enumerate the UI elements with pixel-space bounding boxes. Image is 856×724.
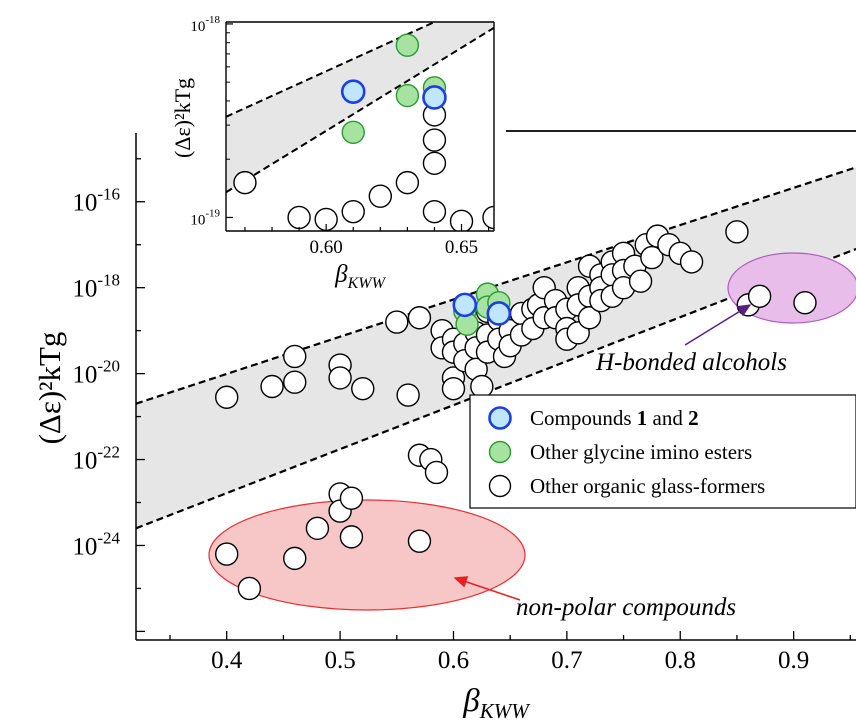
data-point <box>339 486 364 510</box>
x-tick-label: 0.7 <box>551 647 582 674</box>
inset-data-point <box>287 205 311 230</box>
inset-y-tick-label: 10-19 <box>190 207 220 228</box>
y-tick-label: 10-18 <box>72 271 120 303</box>
data-point <box>577 306 602 330</box>
inset-data-point <box>395 83 420 108</box>
inset-y-tick-label: 10-18 <box>190 14 220 35</box>
inset-band-lower <box>226 26 494 194</box>
x-axis-title: βKWW <box>462 683 531 723</box>
inset-data-point <box>482 205 494 230</box>
inset-x-tick-label: 0.60 <box>310 237 343 258</box>
data-point <box>396 383 420 407</box>
data-point <box>351 376 375 401</box>
inset-x-axis-title: βKWW <box>334 261 386 292</box>
legend-box <box>469 394 856 509</box>
data-point <box>339 525 364 549</box>
data-point <box>441 376 466 401</box>
data-point <box>260 374 284 399</box>
inset-data-point <box>368 184 393 208</box>
y-axis-title: (Δε)²kTg <box>32 332 67 445</box>
data-point <box>640 245 664 270</box>
legend-label: Other glycine imino esters <box>530 440 752 464</box>
inset-data-point <box>341 199 365 224</box>
x-tick-label: 0.8 <box>665 647 696 674</box>
data-point <box>452 292 478 318</box>
alcohol-arrow <box>684 304 752 346</box>
data-point <box>305 516 330 540</box>
data-point <box>215 385 239 409</box>
inset-data-point <box>340 79 366 104</box>
alcohol-label: H-bonded alcohols <box>595 349 787 376</box>
x-tick-label: 0.9 <box>778 647 809 674</box>
data-point <box>283 370 307 394</box>
x-tick-label: 0.6 <box>438 647 469 674</box>
y-tick-label: 10-16 <box>72 185 120 217</box>
data-point <box>283 546 307 571</box>
data-point <box>385 310 409 334</box>
data-point <box>486 301 512 326</box>
nonpolar-ellipse <box>208 499 526 611</box>
data-point <box>628 269 653 293</box>
inset-band <box>226 22 494 194</box>
inset-data-point <box>422 128 447 152</box>
data-point <box>283 344 307 369</box>
inset-x-tick-label: 0.65 <box>445 237 478 258</box>
legend-label: Compounds 1 and 2 <box>530 406 699 430</box>
inset-band-upper <box>226 22 437 118</box>
data-point <box>679 250 704 274</box>
inset-data-point <box>341 120 365 145</box>
data-point <box>725 220 749 244</box>
y-tick-label: 10-22 <box>72 443 120 475</box>
legend: Compounds 1 and 2 Other glycine imino est… <box>469 394 856 509</box>
nonpolar-arrow <box>453 576 521 601</box>
inset-data-point <box>395 170 420 195</box>
data-point <box>407 306 432 330</box>
band-upper-line <box>135 166 856 405</box>
inset-points <box>233 33 494 231</box>
legend-label: Other organic glass-formers <box>530 474 765 498</box>
data-point <box>237 576 262 601</box>
y-tick-label: 10-24 <box>72 528 120 560</box>
data-point <box>793 291 817 315</box>
main-points <box>215 220 817 601</box>
x-tick-label: 0.5 <box>324 647 355 674</box>
nonpolar-label: non-polar compounds <box>516 594 736 621</box>
data-point <box>215 542 239 566</box>
data-point <box>424 460 449 485</box>
inset-data-point <box>233 170 257 195</box>
data-point <box>328 366 352 390</box>
inset-data-point <box>422 85 447 110</box>
inset-axes: 0.60 0.65 10-18 10-19 βKWW (Δε)²kTg <box>170 14 495 292</box>
inset-y-axis-title: (Δε)²kTg <box>170 78 195 158</box>
data-point <box>470 374 494 399</box>
annotation-ellipses <box>208 252 856 611</box>
x-tick-label: 0.4 <box>211 647 243 674</box>
legend-marker <box>488 474 512 498</box>
main-axes: 0.4 0.5 0.6 0.7 0.8 0.9 10-16 10-18 10-20 10-22 10… <box>32 133 856 723</box>
inset-chart: 0.60 0.65 10-18 10-19 βKWW (Δε)²kTg <box>170 14 495 292</box>
legend-marker <box>488 406 512 430</box>
inset-data-point <box>422 199 447 224</box>
legend-marker <box>488 440 512 464</box>
inset-data-point <box>422 151 447 175</box>
data-point <box>407 529 432 553</box>
inset-data-point <box>449 209 474 231</box>
data-point <box>747 284 772 308</box>
y-tick-label: 10-20 <box>72 357 120 389</box>
inset-band-area <box>226 22 494 193</box>
inset-data-point <box>395 33 420 57</box>
